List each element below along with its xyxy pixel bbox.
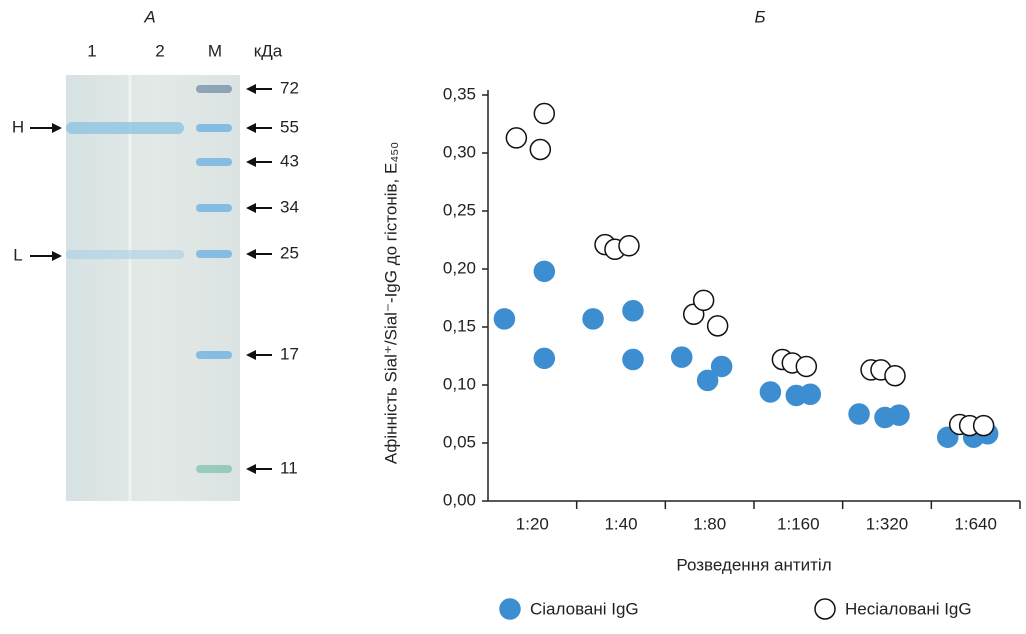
data-point xyxy=(760,382,780,402)
data-point xyxy=(974,416,994,436)
data-point xyxy=(619,236,639,256)
lane-label: 1 xyxy=(87,41,96,60)
arrow-head xyxy=(246,123,256,133)
legend-marker xyxy=(500,599,520,619)
y-tick-label: 0,05 xyxy=(443,432,476,451)
x-tick-label: 1:80 xyxy=(693,514,726,533)
marker-label: 43 xyxy=(280,151,299,170)
data-point xyxy=(506,128,526,148)
x-tick-label: 1:40 xyxy=(604,514,637,533)
marker-band xyxy=(196,250,232,258)
unit-label: кДа xyxy=(254,41,283,60)
y-tick-label: 0,10 xyxy=(443,374,476,393)
data-point xyxy=(534,104,554,124)
data-point xyxy=(694,290,714,310)
marker-label: 11 xyxy=(280,458,298,477)
data-point xyxy=(530,140,550,160)
marker-label: 72 xyxy=(280,78,299,97)
y-tick-label: 0,25 xyxy=(443,200,476,219)
arrow-head xyxy=(52,123,62,133)
data-point xyxy=(889,405,909,425)
data-point xyxy=(534,348,554,368)
legend-label: Несіаловані IgG xyxy=(845,599,972,618)
x-tick-label: 1:320 xyxy=(866,514,909,533)
y-tick-label: 0,15 xyxy=(443,316,476,335)
legend-marker xyxy=(815,599,835,619)
data-point xyxy=(494,309,514,329)
data-point xyxy=(623,301,643,321)
marker-label: 34 xyxy=(280,197,299,216)
data-point xyxy=(583,309,603,329)
chain-label: H xyxy=(12,117,24,136)
y-tick-label: 0,20 xyxy=(443,258,476,277)
marker-band xyxy=(196,158,232,166)
marker-band xyxy=(196,351,232,359)
marker-label: 55 xyxy=(280,117,299,136)
x-tick-label: 1:20 xyxy=(516,514,549,533)
legend-label: Сіаловані IgG xyxy=(530,599,639,618)
panel-title: А xyxy=(143,7,155,26)
arrow-head xyxy=(246,350,256,360)
x-tick-label: 1:640 xyxy=(954,514,997,533)
gel-image xyxy=(66,75,240,501)
marker-label: 25 xyxy=(280,243,299,262)
lane-label: М xyxy=(208,41,222,60)
y-tick-label: 0,35 xyxy=(443,84,476,103)
arrow-head xyxy=(246,157,256,167)
arrow-head xyxy=(246,203,256,213)
chart-title: Б xyxy=(754,7,765,26)
marker-band xyxy=(196,204,232,212)
data-point xyxy=(708,316,728,336)
gel-band xyxy=(66,122,184,134)
arrow-head xyxy=(52,251,62,261)
y-axis-label: Афінність Sial⁺/Sial⁻-IgG до гістонів, E… xyxy=(381,142,400,464)
data-point xyxy=(712,356,732,376)
data-point xyxy=(672,347,692,367)
marker-band xyxy=(196,465,232,473)
data-point xyxy=(623,349,643,369)
chain-label: L xyxy=(13,245,22,264)
arrow-head xyxy=(246,84,256,94)
gel-band xyxy=(66,250,184,259)
marker-band xyxy=(196,85,232,93)
arrow-head xyxy=(246,249,256,259)
marker-label: 17 xyxy=(280,344,299,363)
y-tick-label: 0,00 xyxy=(443,490,476,509)
lane-label: 2 xyxy=(155,41,164,60)
data-point xyxy=(800,384,820,404)
x-axis-label: Розведення антитіл xyxy=(676,555,831,574)
data-point xyxy=(796,356,816,376)
y-tick-label: 0,30 xyxy=(443,142,476,161)
x-tick-label: 1:160 xyxy=(777,514,820,533)
marker-band xyxy=(196,124,232,132)
arrow-head xyxy=(246,464,256,474)
figure: А Б 1 2 МкДа 72 55 43 34 25 17 11 H L 0,00 0,05 0,10 0,… xyxy=(0,0,1026,629)
data-point xyxy=(534,261,554,281)
data-point xyxy=(885,366,905,386)
data-point xyxy=(849,404,869,424)
